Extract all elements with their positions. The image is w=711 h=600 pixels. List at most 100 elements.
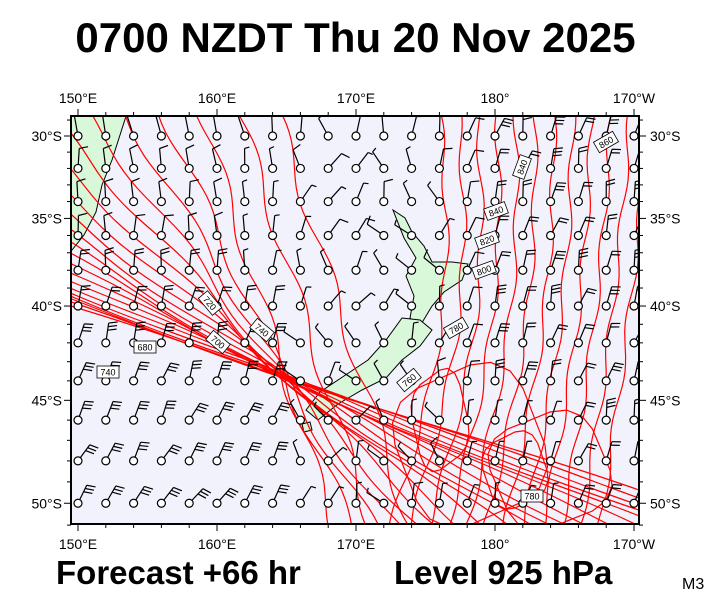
barb-feather: [586, 446, 596, 450]
wind-barb: [268, 146, 278, 174]
barb-feather: [634, 402, 639, 405]
barb-feather: [585, 365, 595, 369]
height-contour: [71, 292, 639, 517]
wind-barb: [601, 250, 622, 275]
barb-feather: [641, 117, 650, 118]
station-circle: [101, 301, 111, 311]
barb-feather: [202, 488, 212, 494]
barb-feather: [586, 216, 596, 219]
barb-feather: [243, 248, 249, 251]
wind-barb: [73, 285, 91, 311]
station-circle: [240, 163, 250, 174]
station-circle: [434, 196, 444, 207]
station-circle: [434, 301, 444, 311]
height-contour: [71, 295, 639, 511]
station-circle: [434, 376, 444, 386]
wind-barb: [573, 117, 596, 141]
barb-feather: [84, 323, 94, 325]
barb-feather: [218, 320, 228, 324]
barb-feather: [500, 124, 510, 128]
station-circle: [629, 498, 639, 508]
station-circle: [73, 131, 83, 141]
station-circle: [518, 338, 528, 348]
station-circle: [101, 230, 111, 241]
barb-feather: [366, 487, 369, 493]
station-circle: [240, 265, 250, 275]
wind-barb: [462, 360, 481, 386]
contour-label: 780: [442, 316, 470, 340]
wind-barb: [73, 116, 83, 141]
latitude-label: 45°S: [31, 392, 62, 408]
station-circle: [629, 230, 639, 241]
barb-feather: [586, 291, 596, 295]
barb-feather: [247, 288, 257, 291]
station-circle: [462, 301, 472, 311]
barb-feather: [443, 147, 453, 150]
station-circle: [518, 376, 528, 386]
barb-feather: [194, 448, 204, 452]
barb-feather: [140, 400, 150, 403]
station-circle: [73, 265, 83, 275]
barb-feather: [310, 485, 317, 489]
barb-feather: [249, 448, 259, 452]
contour-label-text: 680: [137, 343, 152, 353]
height-contour: [71, 301, 639, 499]
station-circle: [268, 163, 278, 174]
station-circle: [323, 456, 333, 466]
station-circle: [351, 196, 361, 207]
station-circle: [462, 338, 472, 348]
wind-barb: [601, 148, 622, 174]
station-circle: [240, 498, 250, 508]
barb-feather: [108, 324, 118, 328]
wind-barb: [407, 481, 424, 508]
barb-feather: [168, 492, 178, 498]
station-circle: [184, 498, 194, 508]
barb-feather: [281, 401, 291, 406]
height-contour: [125, 116, 379, 524]
station-circle: [434, 338, 444, 348]
height-contour: [449, 116, 503, 524]
barb-feather: [439, 284, 445, 287]
station-circle: [73, 415, 83, 425]
barb-feather: [142, 488, 152, 493]
station-circle: [490, 338, 500, 348]
station-circle: [212, 376, 222, 386]
barb-feather: [553, 482, 559, 485]
barb-feather: [606, 397, 616, 401]
station-circle: [101, 456, 111, 466]
wind-barb: [101, 116, 111, 141]
station-circle: [73, 163, 83, 174]
station-circle: [462, 376, 472, 386]
contour-label-text: 740: [100, 368, 115, 378]
station-circle: [268, 301, 278, 311]
barb-feather: [338, 364, 342, 371]
station-circle: [73, 338, 83, 348]
height-contour: [196, 116, 329, 524]
wind-barb: [601, 483, 623, 508]
wind-barb: [379, 288, 400, 311]
latitude-label: 30°S: [650, 128, 681, 144]
barb-feather: [173, 486, 183, 492]
barb-feather: [82, 407, 92, 410]
station-circle: [601, 301, 611, 311]
wind-barb: [295, 184, 317, 207]
barb-feather: [558, 220, 568, 224]
barb-feather: [218, 324, 228, 328]
barb-feather: [112, 400, 123, 404]
wind-barb: [518, 440, 533, 466]
height-contour: [487, 409, 613, 524]
barb-feather: [76, 178, 86, 183]
station-circle: [156, 338, 166, 348]
contour-label: 780: [520, 489, 544, 503]
station-circle: [129, 376, 139, 386]
barb-feather: [644, 325, 653, 327]
barb-feather: [84, 365, 94, 368]
station-circle: [212, 196, 222, 207]
latitude-label: 40°S: [31, 298, 62, 314]
barb-feather: [195, 286, 205, 289]
barb-feather: [113, 445, 123, 449]
barb-feather: [587, 287, 597, 292]
station-circle: [629, 131, 639, 141]
station-circle: [629, 415, 639, 425]
station-circle: [518, 456, 528, 466]
